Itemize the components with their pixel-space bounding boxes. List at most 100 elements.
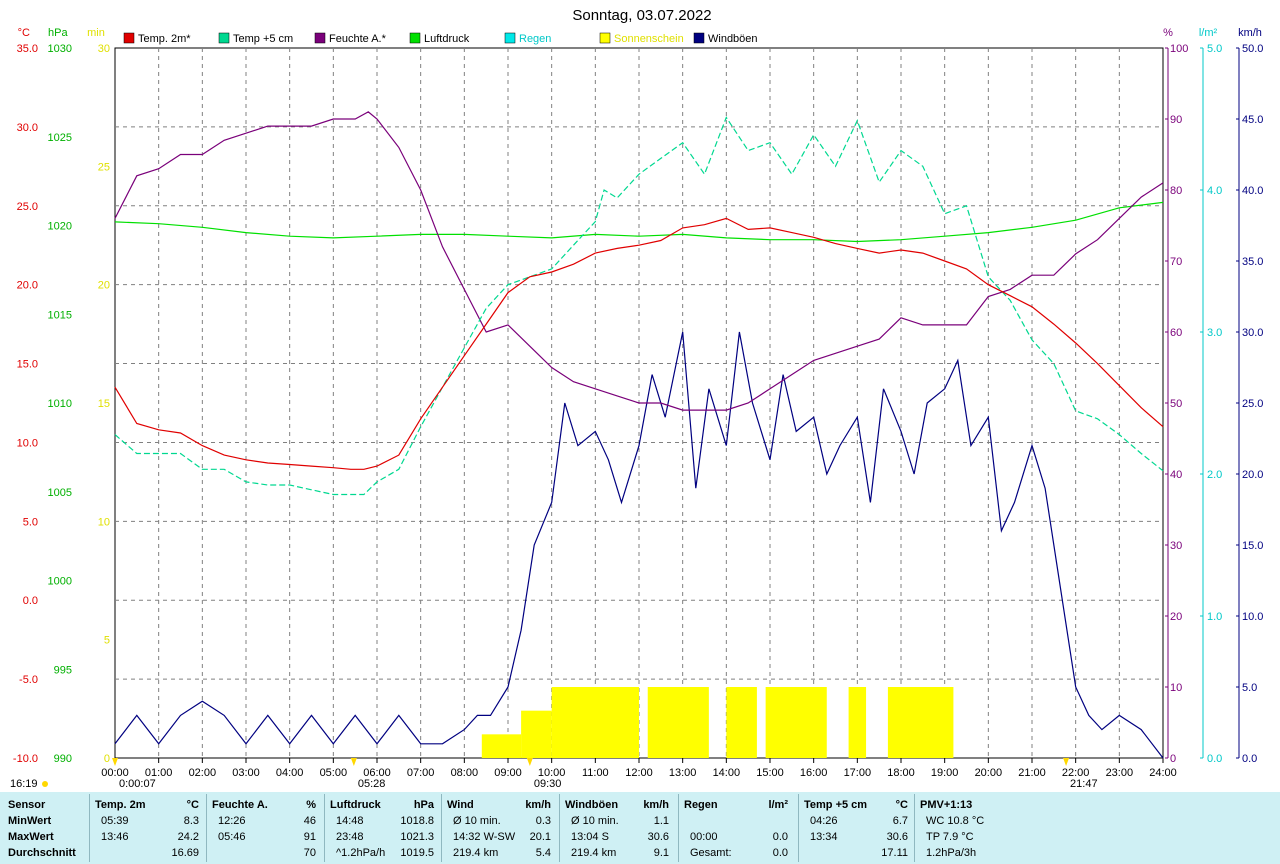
time-mark-label: 16:19 bbox=[10, 778, 38, 790]
x-tick-label: 16:00 bbox=[800, 767, 828, 779]
stats-time: 12:26 bbox=[218, 815, 246, 827]
humidity-tick-label: 40 bbox=[1170, 469, 1182, 481]
x-tick-label: 22:00 bbox=[1062, 767, 1090, 779]
x-tick-label: 24:00 bbox=[1149, 767, 1177, 779]
temp-tick-label: 15.0 bbox=[17, 359, 38, 371]
stats-separator bbox=[559, 794, 560, 862]
stats-time: 05:46 bbox=[218, 831, 246, 843]
time-mark-arrow bbox=[112, 758, 118, 766]
pressure-tick-label: 990 bbox=[54, 753, 72, 765]
humidity-tick-label: 50 bbox=[1170, 398, 1182, 410]
sunshine-tick-label: 5 bbox=[104, 635, 110, 647]
stats-time: Ø 10 min. bbox=[571, 815, 619, 827]
sunshine-bar bbox=[521, 710, 552, 758]
series-humidity bbox=[114, 111, 1164, 411]
legend-label: Temp. 2m* bbox=[138, 33, 191, 45]
stats-value: 70 bbox=[303, 847, 316, 859]
stats-value: 5.4 bbox=[535, 847, 551, 859]
series-temp2m bbox=[114, 217, 1164, 470]
legend-swatch bbox=[409, 32, 421, 44]
temp-tick-label: 35.0 bbox=[17, 43, 38, 55]
stats-row-label: MaxWert bbox=[8, 831, 54, 843]
temp-tick-label: 20.0 bbox=[17, 280, 38, 292]
x-tick-label: 18:00 bbox=[887, 767, 915, 779]
stats-value: 20.1 bbox=[529, 831, 551, 843]
stats-row-label: Durchschnitt bbox=[8, 847, 76, 859]
stats-value: 6.7 bbox=[892, 815, 908, 827]
series bbox=[114, 111, 1164, 759]
x-tick-label: 09:00 bbox=[494, 767, 522, 779]
wind-tick-label: 0.0 bbox=[1242, 753, 1257, 765]
x-tick-label: 20:00 bbox=[975, 767, 1003, 779]
x-tick-label: 07:00 bbox=[407, 767, 435, 779]
stats-time: WC 10.8 °C bbox=[926, 815, 985, 827]
sun-icon bbox=[42, 781, 48, 787]
stats-value: 46 bbox=[303, 815, 316, 827]
wind-tick-label: 30.0 bbox=[1242, 327, 1263, 339]
stats-value: 1.1 bbox=[653, 815, 669, 827]
stats-header: Temp +5 cm bbox=[804, 799, 868, 811]
stats-column: Luftdruck hPa 14:48 1018.8 23:48 1021.3 ^1.2hP… bbox=[330, 792, 438, 864]
legend-swatch bbox=[314, 32, 326, 44]
pressure-tick-label: 1020 bbox=[48, 221, 72, 233]
stats-column: Sensor MinWert MaxWert Durchschnitt bbox=[8, 792, 88, 864]
wind-tick-label: 50.0 bbox=[1242, 43, 1263, 55]
rain-tick-label: 0.0 bbox=[1207, 753, 1222, 765]
temp-tick-label: 0.0 bbox=[23, 595, 38, 607]
stats-value: 1021.3 bbox=[400, 831, 434, 843]
series-temp5cm bbox=[114, 116, 1164, 496]
pressure-tick-label: 1025 bbox=[48, 132, 72, 144]
series-pressure bbox=[114, 201, 1164, 243]
time-marks: 0:00:07 05:28 09:30 16:19 21:47 bbox=[10, 758, 1098, 790]
stats-time: TP 7.9 °C bbox=[926, 831, 974, 843]
stats-header: PMV+1:13 bbox=[920, 799, 973, 811]
sunshine-bar bbox=[765, 687, 827, 758]
stats-header: Wind bbox=[447, 799, 474, 811]
temp-tick-label: -5.0 bbox=[19, 674, 38, 686]
wind-tick-label: 20.0 bbox=[1242, 469, 1263, 481]
stats-value: 30.6 bbox=[886, 831, 908, 843]
legend-label: Feuchte A.* bbox=[329, 33, 387, 45]
wind-tick-label: 25.0 bbox=[1242, 398, 1263, 410]
sunshine-bar bbox=[551, 687, 639, 758]
legend-label: Luftdruck bbox=[424, 33, 470, 45]
x-tick-label: 15:00 bbox=[756, 767, 784, 779]
rain-tick-label: 2.0 bbox=[1207, 469, 1222, 481]
stats-separator bbox=[441, 794, 442, 862]
humidity-tick-label: 90 bbox=[1170, 114, 1182, 126]
stats-value: 91 bbox=[303, 831, 316, 843]
stats-time: 14:48 bbox=[336, 815, 364, 827]
x-tick-label: 12:00 bbox=[625, 767, 653, 779]
wind-tick-label: 35.0 bbox=[1242, 256, 1263, 268]
x-tick-label: 23:00 bbox=[1106, 767, 1134, 779]
stats-time: 13:34 bbox=[810, 831, 838, 843]
stats-separator bbox=[914, 794, 915, 862]
stats-unit: km/h bbox=[525, 799, 551, 811]
stats-time: 219.4 km bbox=[571, 847, 617, 859]
stats-time: Gesamt: bbox=[690, 847, 732, 859]
x-tick-label: 10:00 bbox=[538, 767, 566, 779]
pressure-tick-label: 1015 bbox=[48, 309, 72, 321]
legend-swatch bbox=[504, 32, 516, 44]
pressure-tick-label: 1005 bbox=[48, 487, 72, 499]
stats-value: 24.2 bbox=[177, 831, 199, 843]
x-tick-label: 11:00 bbox=[582, 767, 609, 779]
stats-value: 0.3 bbox=[535, 815, 551, 827]
axes: 35.0 30.0 25.0 20.0 15.0 10.0 5.0 0.0 -5.0 -10.0 1… bbox=[13, 27, 1264, 779]
legend-label: Regen bbox=[519, 33, 551, 45]
stats-time: 13:46 bbox=[101, 831, 129, 843]
wind-tick-label: 5.0 bbox=[1242, 682, 1257, 694]
stats-header: Luftdruck bbox=[330, 799, 381, 811]
stats-value: 0.0 bbox=[772, 831, 788, 843]
pressure-tick-label: 1000 bbox=[48, 576, 72, 588]
statistics-table: Sensor MinWert MaxWert Durchschnitt Temp. 2m… bbox=[0, 792, 1280, 864]
sunshine-tick-label: 25 bbox=[98, 161, 110, 173]
stats-time: 14:32 W-SW bbox=[453, 831, 516, 843]
stats-time: 23:48 bbox=[336, 831, 364, 843]
stats-column: Windböen km/h Ø 10 min. 1.1 13:04 S 30.6 219.4… bbox=[565, 792, 673, 864]
stats-unit: hPa bbox=[413, 799, 434, 811]
stats-time: 00:00 bbox=[690, 831, 718, 843]
stats-header: Windböen bbox=[565, 799, 619, 811]
pressure-tick-label: 1030 bbox=[48, 43, 72, 55]
stats-unit: km/h bbox=[643, 799, 669, 811]
